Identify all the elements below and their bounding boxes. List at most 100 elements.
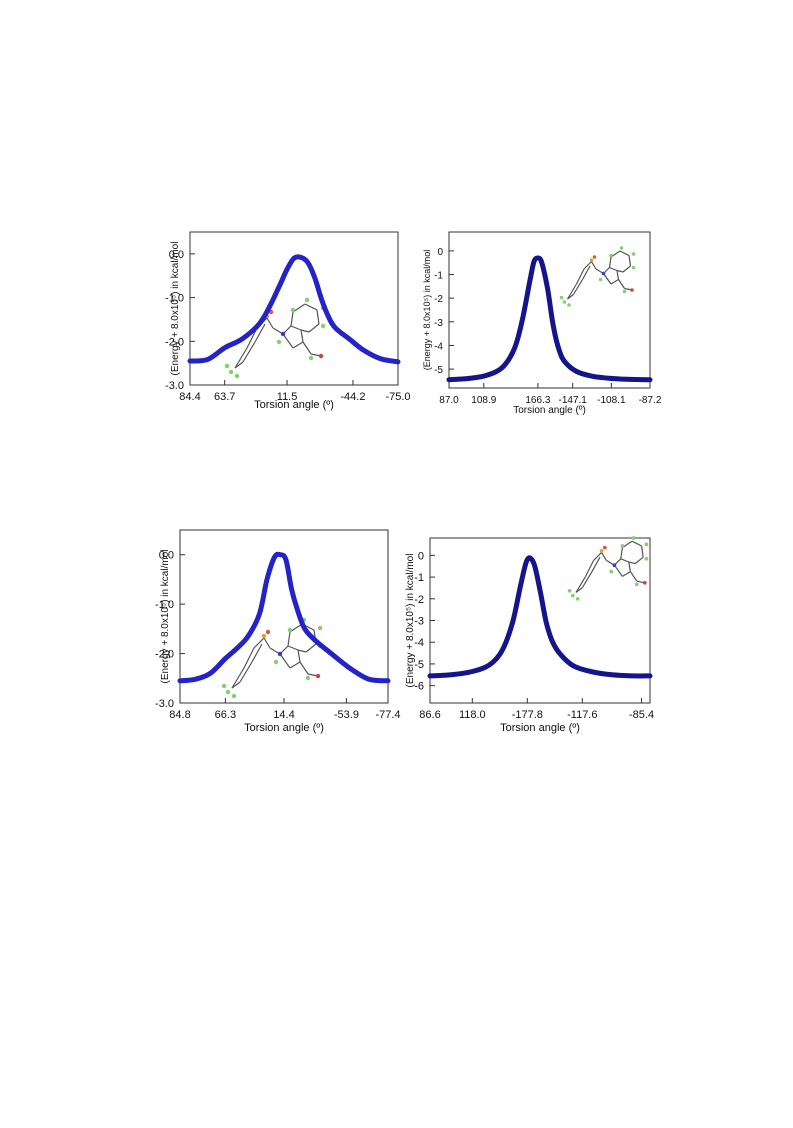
molecule-bond: [593, 551, 603, 561]
x-tick-label: 11.5: [277, 391, 298, 403]
molecule-bond: [581, 571, 593, 588]
molecule-atom: [317, 625, 323, 631]
molecule-atom: [304, 297, 310, 303]
molecule-atom: [642, 580, 647, 585]
molecule-atom: [315, 673, 321, 679]
y-tick-label: -2.0: [155, 649, 174, 661]
y-tick-label: -6: [414, 681, 424, 693]
molecule-atom: [221, 683, 227, 689]
molecule-bond: [628, 561, 631, 572]
series-line: [177, 551, 391, 684]
molecule-atom: [567, 588, 572, 593]
x-tick-label: 63.7: [214, 391, 235, 403]
molecule-bond: [287, 631, 291, 647]
molecule-atom: [277, 651, 283, 657]
molecule-atom: [620, 544, 625, 548]
molecule-bond: [251, 643, 263, 663]
x-tick-label: 84.8: [169, 709, 190, 721]
molecule-atom: [609, 253, 613, 258]
molecule-bond: [616, 270, 620, 280]
molecule-bond: [610, 278, 619, 285]
molecule-bond: [583, 261, 592, 270]
molecule-bond: [581, 265, 591, 280]
molecule-bond: [300, 329, 310, 333]
molecule-atom: [287, 627, 293, 633]
molecule-atom: [265, 629, 271, 635]
molecule-atom: [634, 582, 639, 587]
molecule-bond: [299, 661, 309, 675]
molecule-atom: [305, 675, 311, 681]
molecule-bond: [619, 250, 630, 257]
y-tick-label: -3.0: [155, 698, 174, 710]
y-axis-label: (Energy + 8.0x10⁵) in kcal/mol: [170, 242, 181, 376]
molecule-bond: [572, 279, 584, 295]
molecule-atom: [602, 545, 607, 550]
molecule-atom: [609, 569, 614, 574]
molecule-bond: [575, 268, 585, 285]
molecule-atom: [631, 536, 636, 540]
x-tick-label: 86.6: [419, 709, 440, 721]
molecule-bond: [609, 266, 618, 272]
molecule-atom: [575, 596, 580, 601]
plot-frame: [189, 231, 399, 386]
y-tick-label: -4: [434, 341, 443, 352]
y-axis-label: (Energy + 8.0x10⁵) in kcal/mol: [422, 250, 432, 371]
y-tick-label: -3: [414, 616, 424, 628]
molecule-bond: [618, 279, 625, 289]
x-tick-label: -108.1: [597, 395, 626, 406]
molecule-bond: [603, 273, 612, 285]
molecule-bond: [575, 576, 587, 593]
molecule-bond: [622, 571, 631, 577]
x-tick-label: 84.4: [179, 391, 200, 403]
y-tick-label: -2: [434, 294, 443, 305]
molecule-atom: [562, 300, 567, 304]
y-tick-label: -5: [434, 365, 443, 376]
x-tick-label: -147.1: [559, 395, 588, 406]
y-axis-label: (Energy + 8.0x10⁵) in kcal/mol: [160, 550, 171, 684]
molecule-atom: [589, 258, 594, 262]
molecule-bond: [231, 681, 241, 689]
molecule-atom: [612, 563, 617, 568]
chart-panel-1: 0.0 -1.0 -2.0 -3.084.4 63.7 11.5 -44.2 -75.0 Tor…: [165, 231, 411, 411]
x-tick-label: 118.0: [459, 709, 486, 721]
x-tick-label: -75.0: [385, 391, 410, 403]
series-line: [427, 555, 653, 679]
molecule-bond: [263, 637, 271, 649]
x-tick-label: -117.6: [567, 709, 597, 721]
molecule-bond: [290, 311, 294, 327]
x-tick-label: 166.3: [525, 395, 550, 406]
chart-panel-2: 0 -1 -2 -3 -4 -5 87.0 108.9 166.3 -147.1 -108.1 -87…: [422, 231, 662, 416]
x-tick-label: -177.8: [512, 709, 543, 721]
molecule-bond: [613, 564, 623, 577]
molecule-bond: [631, 540, 642, 547]
molecule-bond: [287, 645, 299, 651]
x-tick-label: -44.2: [340, 391, 365, 403]
molecule-atom: [231, 693, 237, 699]
molecule-atom: [619, 246, 624, 250]
y-tick-label: -3: [434, 318, 443, 329]
y-tick-label: -5: [414, 659, 424, 671]
molecule-bond: [590, 261, 597, 270]
y-tick-label: -1.0: [165, 293, 184, 305]
molecule-bond: [608, 256, 612, 268]
x-tick-label: -53.9: [334, 709, 359, 721]
molecule-bond: [628, 561, 636, 565]
molecule-bond: [290, 325, 302, 331]
molecule-atom: [225, 689, 231, 695]
molecule-bond: [566, 283, 578, 300]
molecule-bond: [292, 341, 304, 349]
molecule-atom: [644, 556, 649, 561]
molecule-bond: [616, 269, 624, 273]
x-tick-label: -87.2: [639, 395, 662, 406]
chart-panel-3: 0.0 -1.0 -2.0 -3.084.8 66.3 14.4 -53.9 -77.4 Tor…: [155, 529, 401, 734]
x-tick-label: 108.9: [471, 395, 496, 406]
y-tick-label: -1: [434, 271, 443, 282]
molecule-bond: [629, 571, 638, 582]
molecule-bond: [575, 587, 583, 593]
molecule-bond: [243, 647, 255, 669]
molecule-atom: [644, 542, 649, 547]
molecule-structure-image: [559, 246, 636, 307]
series-line: [187, 254, 401, 365]
molecule-bond: [628, 255, 632, 267]
molecule-bond: [641, 545, 644, 558]
